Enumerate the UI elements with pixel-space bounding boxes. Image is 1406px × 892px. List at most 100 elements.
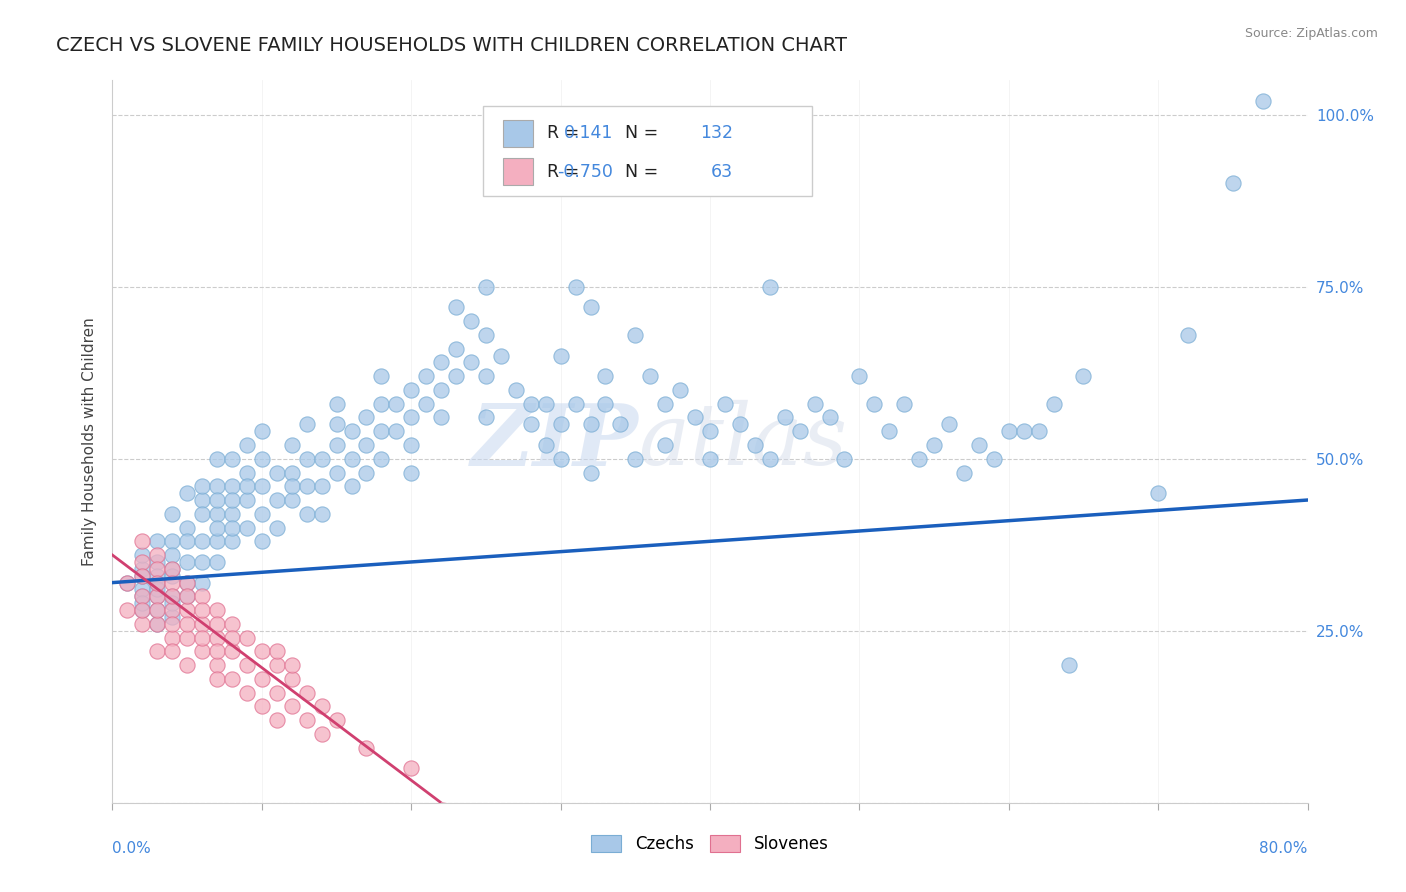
Point — [221, 644, 243, 658]
Point — [550, 451, 572, 466]
Point — [967, 438, 990, 452]
Point — [131, 616, 153, 631]
Point — [221, 631, 243, 645]
Point — [295, 479, 318, 493]
Point — [162, 603, 183, 617]
Point — [834, 451, 856, 466]
Point — [236, 479, 259, 493]
Point — [595, 369, 617, 384]
Point — [205, 507, 228, 521]
Point — [744, 438, 766, 452]
Point — [176, 590, 198, 604]
Point — [162, 562, 183, 576]
Point — [624, 327, 647, 342]
Point — [146, 590, 169, 604]
Point — [205, 616, 228, 631]
Point — [266, 466, 288, 480]
Point — [250, 507, 273, 521]
Point — [205, 672, 228, 686]
Point — [176, 616, 198, 631]
Point — [146, 603, 169, 617]
Point — [759, 279, 782, 293]
Point — [311, 479, 333, 493]
Point — [131, 534, 153, 549]
Point — [893, 397, 915, 411]
Point — [295, 451, 318, 466]
Point — [191, 507, 214, 521]
Point — [848, 369, 870, 384]
Point — [475, 410, 498, 425]
Point — [236, 658, 259, 673]
Point — [162, 616, 183, 631]
Point — [205, 479, 228, 493]
Point — [444, 301, 467, 315]
Point — [162, 534, 183, 549]
Point — [654, 397, 676, 411]
Point — [624, 451, 647, 466]
Point — [311, 727, 333, 741]
Point — [983, 451, 1005, 466]
Point — [176, 486, 198, 500]
Point — [176, 534, 198, 549]
Point — [266, 644, 288, 658]
Point — [117, 603, 139, 617]
Point — [773, 410, 796, 425]
Point — [444, 369, 467, 384]
Point — [221, 507, 243, 521]
Text: atlas: atlas — [638, 401, 848, 483]
Point — [146, 616, 169, 631]
Point — [340, 451, 363, 466]
Point — [176, 575, 198, 590]
Point — [131, 562, 153, 576]
Point — [221, 534, 243, 549]
Point — [415, 397, 437, 411]
Point — [205, 555, 228, 569]
Point — [250, 424, 273, 438]
Point — [325, 417, 347, 432]
Point — [356, 466, 378, 480]
FancyBboxPatch shape — [503, 120, 533, 147]
Text: 80.0%: 80.0% — [1260, 840, 1308, 855]
Point — [146, 616, 169, 631]
Point — [1222, 177, 1244, 191]
Point — [1073, 369, 1095, 384]
Point — [176, 555, 198, 569]
Point — [191, 590, 214, 604]
Point — [236, 493, 259, 508]
Point — [266, 493, 288, 508]
Point — [191, 631, 214, 645]
Point — [281, 493, 304, 508]
Point — [146, 548, 169, 562]
Point — [430, 410, 453, 425]
FancyBboxPatch shape — [484, 105, 811, 196]
Point — [520, 417, 543, 432]
Point — [669, 383, 692, 397]
Point — [370, 424, 392, 438]
Point — [281, 672, 304, 686]
Point — [475, 327, 498, 342]
Point — [176, 575, 198, 590]
Point — [162, 610, 183, 624]
Point — [595, 397, 617, 411]
Point — [340, 424, 363, 438]
Point — [131, 582, 153, 597]
Point — [281, 699, 304, 714]
Point — [654, 438, 676, 452]
FancyBboxPatch shape — [503, 158, 533, 186]
Text: 0.141: 0.141 — [564, 124, 613, 143]
Point — [281, 466, 304, 480]
Point — [146, 590, 169, 604]
Point — [221, 479, 243, 493]
Point — [311, 699, 333, 714]
Point — [879, 424, 901, 438]
Point — [401, 761, 423, 775]
Point — [176, 631, 198, 645]
Point — [191, 534, 214, 549]
Point — [146, 575, 169, 590]
Point — [922, 438, 945, 452]
Point — [356, 740, 378, 755]
Point — [131, 596, 153, 610]
Point — [370, 397, 392, 411]
Point — [1042, 397, 1064, 411]
Point — [460, 355, 482, 369]
